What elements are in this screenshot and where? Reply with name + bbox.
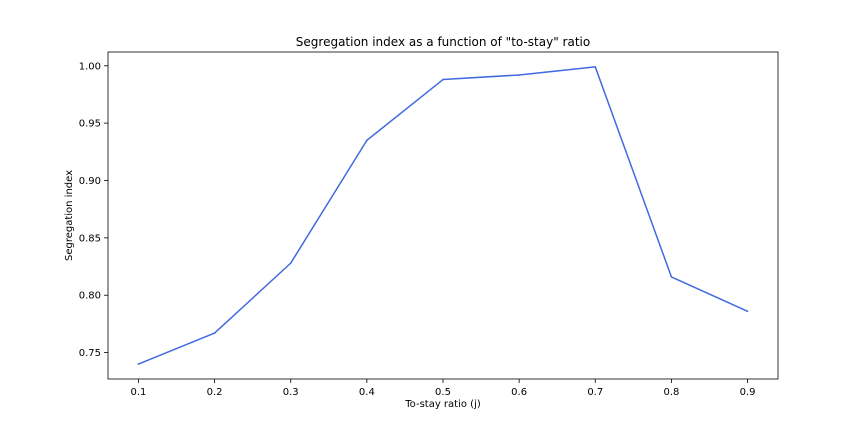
y-tick-label: 1.00 — [79, 61, 101, 72]
data-point — [518, 74, 520, 76]
x-tick-label: 0.4 — [359, 387, 375, 398]
data-point — [746, 310, 749, 313]
x-tick-label: 0.5 — [435, 387, 451, 398]
y-tick-label: 0.90 — [79, 176, 101, 187]
x-tick-label: 0.7 — [587, 387, 603, 398]
x-tick-label: 0.6 — [511, 387, 527, 398]
data-point — [442, 78, 444, 81]
y-tick-label: 0.75 — [79, 348, 101, 359]
data-point — [213, 332, 216, 334]
series-line — [138, 66, 748, 365]
x-axis-label: To-stay ratio (j) — [404, 399, 481, 410]
y-tick-label: 0.85 — [79, 233, 101, 244]
series-points — [137, 66, 749, 365]
y-axis-label: Segregation index — [64, 170, 75, 261]
data-point — [366, 139, 368, 142]
x-tick-label: 0.1 — [131, 387, 147, 398]
data-point — [137, 363, 140, 365]
data-point — [289, 262, 292, 264]
x-axis: 0.1 0.2 0.3 0.4 0.5 0.6 0.7 0.8 0.9 — [131, 379, 756, 398]
data-point — [594, 66, 597, 68]
y-tick-label: 0.95 — [79, 119, 101, 130]
plot-area — [107, 51, 779, 380]
x-tick-label: 0.3 — [283, 387, 299, 398]
chart-title: Segregation index as a function of "to-s… — [296, 35, 590, 49]
x-tick-label: 0.9 — [740, 387, 756, 398]
data-point — [670, 276, 673, 278]
x-tick-label: 0.8 — [663, 387, 679, 398]
x-tick-label: 0.2 — [207, 387, 223, 398]
y-tick-label: 0.80 — [79, 291, 101, 302]
y-axis: 0.75 0.80 0.85 0.90 0.95 1.00 — [79, 61, 108, 359]
